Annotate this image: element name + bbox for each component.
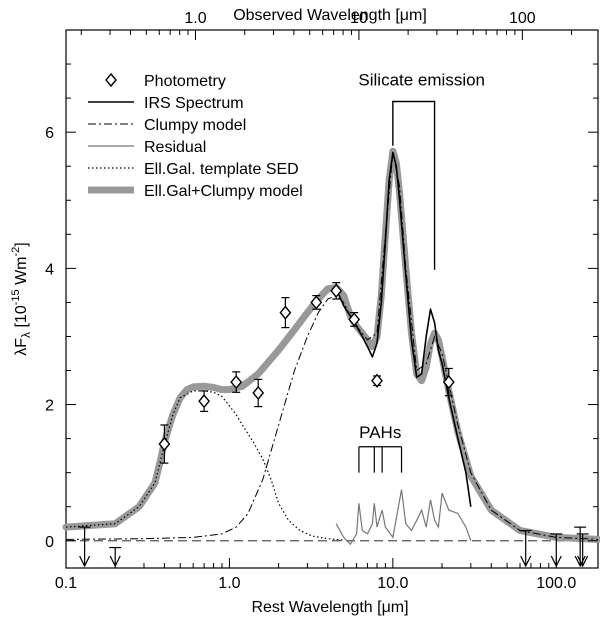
y-tick-label: 6 bbox=[45, 125, 54, 142]
x-tick-label: 10.0 bbox=[377, 575, 408, 592]
pah-bracket bbox=[358, 446, 403, 473]
photometry-point bbox=[330, 282, 343, 300]
y-tick-label: 2 bbox=[45, 398, 54, 415]
ticks-layer: 0.1 1.0 10.0 100.0 1.0 10 100 0 2 4 6 bbox=[45, 10, 598, 592]
photometry-point bbox=[348, 312, 361, 327]
silicate-emission-label: Silicate emission bbox=[358, 71, 485, 90]
top-tick-label: 10 bbox=[350, 10, 368, 27]
series-layer bbox=[62, 147, 600, 546]
legend-entry: Clumpy model bbox=[88, 117, 246, 134]
legend-label: Photometry bbox=[144, 73, 226, 90]
photometry-point bbox=[158, 424, 171, 464]
y-title-exponent: -15 bbox=[10, 289, 22, 305]
x-tick-label: 0.1 bbox=[55, 575, 77, 592]
upper-limit-arrow bbox=[576, 533, 589, 568]
legend-diamond-icon bbox=[105, 72, 117, 88]
legend-entry: Photometry bbox=[105, 72, 226, 90]
annotations: Silicate emission PAHs bbox=[358, 71, 485, 473]
upper-limit-arrow bbox=[519, 529, 532, 568]
silicate-bracket bbox=[392, 100, 436, 270]
legend-entry: Residual bbox=[88, 139, 206, 156]
legend-label: Ell.Gal. template SED bbox=[144, 161, 299, 178]
irs-spectrum-line bbox=[335, 151, 472, 507]
photometry-point bbox=[198, 390, 211, 412]
x-tick-label: 100.0 bbox=[536, 575, 576, 592]
y-tick-label: 0 bbox=[45, 534, 54, 551]
pahs-label: PAHs bbox=[359, 423, 401, 442]
legend-entry: Ell.Gal. template SED bbox=[88, 161, 299, 178]
top-tick-label: 1.0 bbox=[184, 10, 206, 27]
legend-entry: IRS Spectrum bbox=[88, 95, 244, 112]
y-title-end: ] bbox=[13, 242, 30, 246]
y-axis-title: λFλ [10-15 Wm-2] bbox=[10, 242, 33, 355]
legend-label: Clumpy model bbox=[144, 117, 246, 134]
clumpy-model-line bbox=[65, 152, 599, 540]
y-title-exponent-2: -2 bbox=[10, 247, 22, 257]
y-tick-label: 4 bbox=[45, 261, 54, 278]
combined-model-line bbox=[62, 147, 600, 543]
upper-limits-layer bbox=[78, 526, 589, 568]
photometry-point bbox=[371, 373, 383, 388]
y-title-main: λF bbox=[13, 338, 30, 356]
x-tick-label: 1.0 bbox=[218, 575, 240, 592]
top-tick-label: 100 bbox=[509, 10, 536, 27]
photometry-point bbox=[252, 378, 265, 408]
residual-line bbox=[335, 489, 472, 546]
photometry-point bbox=[310, 294, 323, 310]
y-title-subscript: λ bbox=[19, 332, 33, 338]
y-title-unit-2: Wm bbox=[13, 256, 30, 289]
legend: Photometry IRS Spectrum Clumpy model Residu… bbox=[88, 72, 303, 200]
upper-limit-arrow bbox=[78, 526, 91, 568]
legend-label: Ell.Gal+Clumpy model bbox=[144, 183, 303, 200]
legend-label: IRS Spectrum bbox=[144, 95, 244, 112]
top-axis-title: Observed Wavelength [μm] bbox=[233, 7, 427, 24]
photometry-point bbox=[442, 367, 455, 397]
legend-entry: Ell.Gal+Clumpy model bbox=[88, 183, 303, 200]
y-title-unit: [10 bbox=[13, 305, 30, 332]
x-axis-title: Rest Wavelength [μm] bbox=[251, 599, 408, 616]
legend-label: Residual bbox=[144, 139, 206, 156]
elliptical-template-line bbox=[65, 390, 344, 541]
photometry-point bbox=[230, 371, 243, 393]
plot-frame bbox=[65, 29, 599, 569]
photometry-point bbox=[279, 297, 292, 329]
photometry-layer bbox=[158, 282, 455, 464]
